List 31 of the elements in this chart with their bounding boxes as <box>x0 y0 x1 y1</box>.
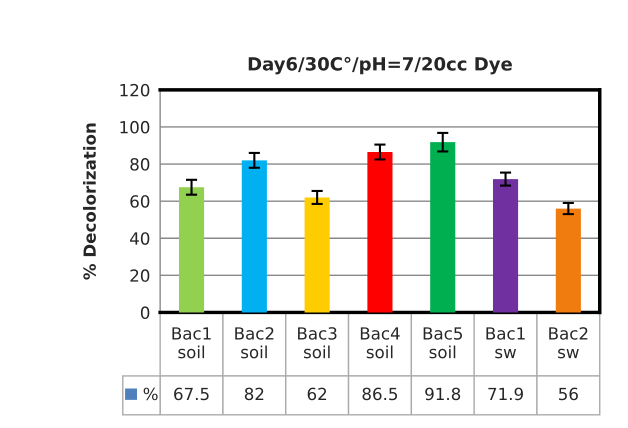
x-tick-label: Bac4 soil <box>360 327 400 358</box>
y-tick-label: 100 <box>120 120 150 134</box>
bar <box>430 142 456 312</box>
y-tick-label: 80 <box>130 158 150 171</box>
x-tick-label: Bac3 soil <box>298 327 337 358</box>
y-axis-title: % Decolorization <box>83 123 96 280</box>
text: % <box>144 388 158 400</box>
bar <box>242 160 267 312</box>
y-tick-label: 20 <box>130 269 150 282</box>
y-tick-label: 0 <box>140 306 150 320</box>
data-label: 56 <box>559 388 578 400</box>
bar <box>178 187 204 312</box>
y-tick-label: 120 <box>120 84 150 96</box>
data-label: 62 <box>308 388 326 400</box>
data-label: 67.5 <box>174 388 209 400</box>
bar <box>492 179 518 312</box>
bar <box>556 208 581 312</box>
bar <box>367 152 392 312</box>
x-tick-label: Bac2 soil <box>235 327 274 358</box>
data-label: 91.8 <box>425 388 460 400</box>
y-tick-label: 60 <box>130 195 150 208</box>
x-tick-label: Bac2 sw <box>549 327 588 358</box>
x-tick-label: Bac5 soil <box>424 327 462 358</box>
chart-title: Day6/30C°/pH=7/20cc Dye <box>248 56 512 74</box>
data-label: 71.9 <box>488 388 523 400</box>
x-tick-label: Bac1 soil <box>172 327 211 358</box>
data-label: 82 <box>244 388 264 400</box>
y-tick-label: 40 <box>130 232 150 245</box>
x-tick-label: Bac1 sw <box>486 327 525 358</box>
data-label: 86.5 <box>362 388 398 400</box>
bar <box>304 197 330 312</box>
